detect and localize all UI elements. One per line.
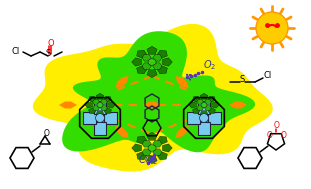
Polygon shape bbox=[33, 24, 273, 172]
Polygon shape bbox=[205, 99, 211, 104]
Polygon shape bbox=[153, 141, 162, 147]
Polygon shape bbox=[142, 54, 151, 61]
Polygon shape bbox=[137, 66, 147, 74]
Polygon shape bbox=[197, 99, 203, 104]
Polygon shape bbox=[96, 93, 104, 99]
Polygon shape bbox=[229, 101, 247, 108]
Polygon shape bbox=[85, 102, 92, 108]
Polygon shape bbox=[208, 112, 221, 124]
Polygon shape bbox=[148, 59, 156, 65]
Polygon shape bbox=[208, 108, 215, 114]
Polygon shape bbox=[162, 144, 172, 152]
Polygon shape bbox=[104, 96, 111, 102]
Polygon shape bbox=[197, 101, 210, 114]
Polygon shape bbox=[189, 102, 196, 108]
Polygon shape bbox=[153, 63, 162, 70]
Polygon shape bbox=[193, 108, 200, 114]
Polygon shape bbox=[201, 102, 207, 108]
Polygon shape bbox=[205, 106, 211, 111]
Polygon shape bbox=[104, 112, 117, 124]
Polygon shape bbox=[62, 31, 255, 152]
Polygon shape bbox=[132, 58, 142, 66]
Polygon shape bbox=[157, 66, 167, 74]
Polygon shape bbox=[142, 141, 151, 147]
Polygon shape bbox=[153, 149, 162, 156]
Polygon shape bbox=[147, 132, 157, 140]
Polygon shape bbox=[142, 63, 151, 70]
Polygon shape bbox=[115, 126, 129, 138]
Text: S: S bbox=[240, 75, 245, 84]
Polygon shape bbox=[200, 93, 208, 99]
Polygon shape bbox=[148, 145, 156, 151]
Text: O: O bbox=[274, 121, 280, 130]
Polygon shape bbox=[137, 136, 147, 144]
Polygon shape bbox=[143, 101, 161, 108]
Text: O: O bbox=[44, 129, 50, 139]
Polygon shape bbox=[137, 152, 147, 160]
Text: $O_2$: $O_2$ bbox=[203, 58, 216, 72]
Text: O: O bbox=[48, 40, 55, 49]
Circle shape bbox=[256, 12, 288, 44]
Text: O: O bbox=[267, 131, 273, 140]
Polygon shape bbox=[83, 112, 96, 124]
Polygon shape bbox=[94, 101, 106, 114]
Polygon shape bbox=[175, 126, 189, 138]
Text: Cl: Cl bbox=[263, 71, 271, 81]
Polygon shape bbox=[147, 156, 157, 164]
Polygon shape bbox=[137, 50, 147, 58]
Polygon shape bbox=[94, 122, 106, 135]
Polygon shape bbox=[147, 46, 157, 54]
Polygon shape bbox=[208, 96, 215, 102]
Polygon shape bbox=[59, 101, 77, 108]
Polygon shape bbox=[115, 76, 129, 88]
Text: S: S bbox=[46, 50, 51, 59]
Polygon shape bbox=[108, 102, 115, 108]
Text: O: O bbox=[281, 131, 287, 140]
Polygon shape bbox=[100, 99, 107, 104]
Polygon shape bbox=[197, 122, 210, 135]
Polygon shape bbox=[212, 102, 219, 108]
Polygon shape bbox=[147, 70, 157, 78]
Polygon shape bbox=[200, 111, 208, 117]
Polygon shape bbox=[97, 102, 103, 108]
Polygon shape bbox=[104, 108, 111, 114]
Text: Cl: Cl bbox=[12, 47, 20, 57]
Polygon shape bbox=[153, 54, 162, 61]
Polygon shape bbox=[162, 58, 172, 66]
Polygon shape bbox=[187, 112, 200, 124]
Polygon shape bbox=[89, 96, 96, 102]
Polygon shape bbox=[100, 106, 107, 111]
Polygon shape bbox=[93, 99, 100, 104]
Polygon shape bbox=[193, 96, 200, 102]
Polygon shape bbox=[197, 106, 203, 111]
Polygon shape bbox=[157, 136, 167, 144]
Polygon shape bbox=[93, 106, 100, 111]
Polygon shape bbox=[89, 108, 96, 114]
Polygon shape bbox=[96, 111, 104, 117]
Circle shape bbox=[200, 114, 208, 122]
Polygon shape bbox=[157, 152, 167, 160]
Circle shape bbox=[95, 114, 104, 122]
Polygon shape bbox=[157, 50, 167, 58]
Polygon shape bbox=[175, 76, 189, 88]
Polygon shape bbox=[132, 144, 142, 152]
Polygon shape bbox=[142, 149, 151, 156]
Text: $CO_2$: $CO_2$ bbox=[138, 153, 158, 167]
